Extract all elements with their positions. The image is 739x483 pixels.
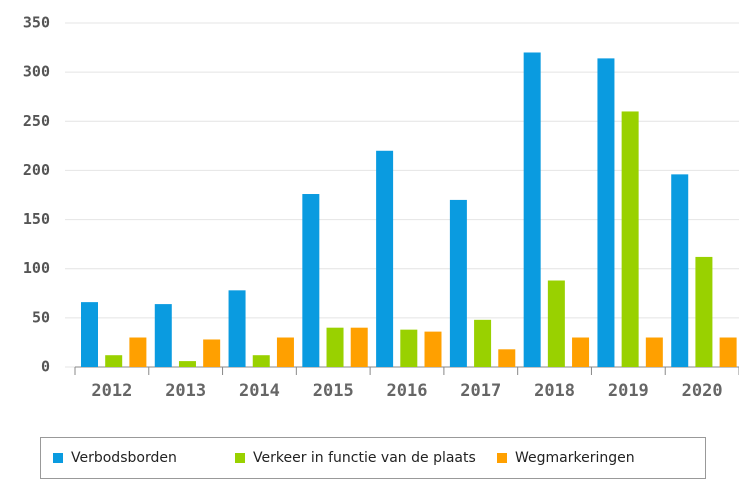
x-tick-label: 2019 — [608, 381, 649, 401]
bar — [154, 304, 172, 367]
legend-item: Verkeer in functie van de plaats — [235, 450, 485, 466]
bar — [719, 337, 737, 367]
bar — [597, 58, 615, 367]
bar — [645, 337, 663, 367]
bar — [350, 327, 368, 367]
bar — [671, 174, 689, 367]
bar — [523, 52, 541, 367]
bar — [449, 199, 467, 367]
y-tick-label: 0 — [41, 358, 50, 376]
bar — [178, 361, 196, 367]
x-tick-label: 2012 — [91, 381, 132, 401]
x-tick-label: 2016 — [387, 381, 428, 401]
bar — [424, 331, 442, 367]
legend-label: Wegmarkeringen — [515, 450, 635, 466]
legend-label: Verkeer in functie van de plaats — [253, 450, 476, 466]
y-tick-label: 50 — [32, 308, 50, 326]
bar — [376, 150, 394, 367]
x-tick-label: 2018 — [534, 381, 575, 401]
x-tick-label: 2014 — [239, 381, 280, 401]
x-tick-label: 2013 — [165, 381, 206, 401]
y-tick-label: 150 — [23, 210, 50, 228]
bar — [695, 256, 713, 367]
y-tick-label: 300 — [23, 63, 50, 81]
bar — [252, 355, 270, 367]
bar — [400, 329, 418, 367]
legend-item: Verbodsborden — [53, 450, 223, 466]
bar — [228, 290, 246, 367]
bar — [326, 327, 344, 367]
legend-swatch — [235, 453, 245, 463]
legend-swatch — [53, 453, 63, 463]
legend-item: Wegmarkeringen — [497, 450, 697, 466]
bar — [572, 337, 590, 367]
legend-label: Verbodsborden — [71, 450, 177, 466]
legend-swatch — [497, 453, 507, 463]
y-tick-label: 250 — [23, 112, 50, 130]
y-tick-label: 350 — [23, 14, 50, 32]
x-tick-label: 2020 — [682, 381, 723, 401]
bar — [621, 111, 639, 367]
bar — [547, 280, 565, 367]
bar — [203, 339, 221, 367]
bar — [276, 337, 294, 367]
bar — [105, 355, 123, 367]
bar — [129, 337, 147, 367]
y-tick-label: 200 — [23, 161, 50, 179]
legend: Verbodsborden Verkeer in functie van de p… — [40, 437, 706, 479]
x-tick-label: 2015 — [313, 381, 354, 401]
bar — [474, 319, 492, 367]
y-tick-label: 100 — [23, 259, 50, 277]
bar — [302, 194, 320, 367]
x-tick-label: 2017 — [460, 381, 501, 401]
bar — [498, 349, 516, 367]
chart: 0 50 100 150 200 250 300 350 2012 2013 2014 2015 201… — [23, 14, 739, 401]
bar — [81, 302, 98, 367]
